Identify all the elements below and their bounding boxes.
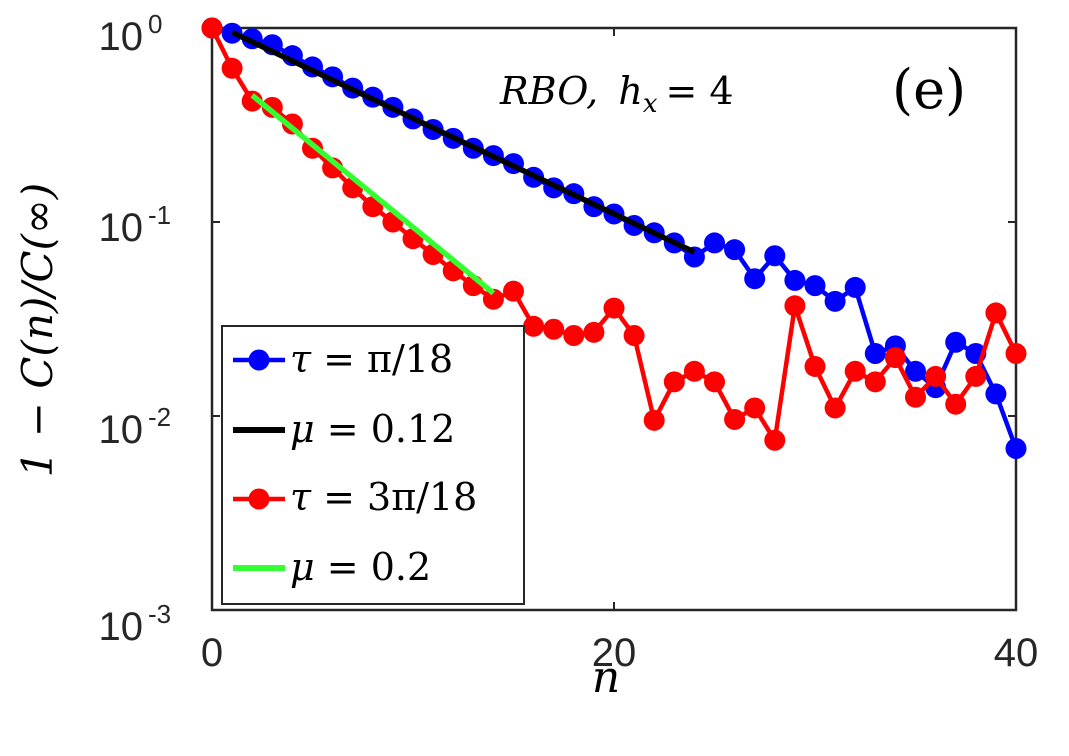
legend: τ = π/18 μ = 0.12 τ = 3π/18 μ = 0.2 [221, 325, 525, 605]
point-s2-21 [623, 324, 645, 346]
point-s2-16 [523, 315, 545, 337]
legend-label-4: μ = 0.2 [290, 545, 431, 589]
x-tick-label-20: 20 [592, 631, 637, 675]
y-tick-labels: 10 0 10 -1 10 -2 10 -3 [99, 9, 172, 649]
point-s2-19 [583, 321, 605, 343]
point-s0-31 [824, 290, 846, 312]
point-s0-33 [864, 342, 886, 364]
point-s0-32 [844, 276, 866, 298]
point-s2-26 [724, 408, 746, 430]
y-tick-exp-4: -3 [148, 599, 171, 629]
y-tick-exp-1: 0 [148, 9, 162, 39]
point-s2-31 [824, 397, 846, 419]
legend-label-1: τ = π/18 [290, 337, 453, 381]
point-s2-36 [925, 365, 947, 387]
point-s2-24 [683, 360, 705, 382]
point-s2-35 [905, 386, 926, 408]
legend-swatch-marker-2 [248, 488, 270, 510]
series-line-1 [230, 29, 696, 255]
point-s2-39 [985, 302, 1007, 324]
point-s0-25 [704, 232, 725, 254]
point-s2-27 [744, 397, 766, 419]
series-1 [230, 29, 696, 255]
point-s2-15 [503, 280, 524, 302]
point-s0-28 [764, 245, 786, 267]
y-tick-label-3: 10 [99, 408, 144, 452]
point-s0-39 [985, 383, 1007, 405]
legend-label-3: τ = 3π/18 [290, 475, 477, 519]
point-s2-38 [965, 365, 987, 387]
point-s2-25 [704, 371, 725, 393]
point-s0-26 [724, 239, 746, 261]
point-s2-2 [241, 90, 263, 112]
x-tick-labels: 0 20 40 [201, 631, 1038, 675]
point-s2-40 [1005, 342, 1027, 364]
legend-swatches [233, 349, 285, 571]
annotation: RBO, hx = 4 [499, 69, 734, 119]
legend-swatch-marker-0 [248, 349, 270, 371]
y-tick-label-1: 10 [99, 15, 144, 59]
point-s2-0 [201, 17, 223, 39]
point-s0-40 [1005, 437, 1027, 459]
point-s2-18 [563, 324, 585, 346]
point-s2-23 [663, 371, 685, 393]
legend-box [221, 325, 525, 605]
point-s2-37 [945, 393, 967, 415]
point-s2-28 [764, 429, 786, 451]
series-line-3 [250, 93, 496, 296]
y-tick-exp-3: -2 [148, 402, 171, 432]
legend-label-2: μ = 0.12 [290, 407, 455, 451]
point-s0-29 [784, 269, 806, 291]
point-s0-35 [905, 360, 926, 382]
point-s2-17 [543, 318, 565, 340]
x-tick-label-40: 40 [994, 631, 1039, 675]
point-s2-33 [864, 371, 886, 393]
point-s2-22 [643, 409, 665, 431]
x-tick-label-0: 0 [201, 631, 223, 675]
point-s0-37 [945, 331, 967, 353]
point-s2-29 [784, 295, 806, 317]
point-s2-1 [221, 57, 243, 79]
point-s2-14 [482, 288, 504, 310]
point-s0-30 [804, 275, 826, 297]
point-s0-27 [744, 268, 766, 290]
point-s2-32 [844, 360, 866, 382]
y-axis-label: 1 − C(n)/C(∞) [13, 183, 62, 478]
series-layer [201, 17, 1027, 459]
x-axis-label: n [592, 652, 620, 703]
y-tick-label-4: 10 [99, 605, 144, 649]
series-3 [250, 93, 496, 296]
y-tick-exp-2: -1 [148, 200, 171, 230]
point-s2-20 [603, 297, 625, 319]
point-s2-34 [884, 347, 906, 369]
point-s2-30 [804, 355, 826, 377]
panel-label: (e) [892, 58, 966, 121]
y-tick-label-2: 10 [99, 206, 144, 250]
series-2 [201, 17, 1027, 451]
